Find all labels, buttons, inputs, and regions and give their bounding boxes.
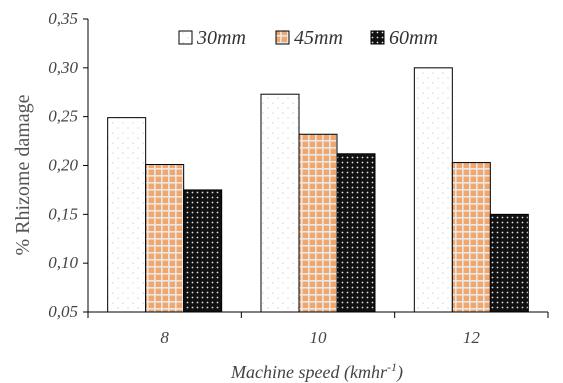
y-tick-label: 0,35	[48, 9, 78, 28]
legend-swatch-30mm	[178, 30, 193, 45]
legend-swatch-45mm	[275, 30, 290, 45]
legend-label-30mm: 30mm	[196, 27, 246, 49]
bar-60mm-8	[183, 189, 223, 313]
bar-60mm-10	[336, 153, 376, 313]
bar-45mm-10	[298, 133, 338, 313]
bar-45mm-12	[451, 162, 491, 313]
y-tick-label: 0,10	[48, 253, 78, 272]
x-tick-label: 10	[310, 328, 328, 347]
y-tick-label: 0,30	[48, 58, 78, 77]
y-tick-label: 0,25	[48, 107, 78, 126]
x-tick-label: 8	[160, 328, 169, 347]
bar-30mm-8	[107, 117, 147, 313]
bar-30mm-10	[260, 93, 300, 313]
legend-label-45mm: 45mm	[294, 27, 343, 49]
y-tick-label: 0,05	[48, 302, 78, 321]
y-axis: 0,05 0,10 0,15 0,20 0,25 0,30 0,35	[48, 9, 89, 321]
y-tick-label: 0,15	[48, 204, 78, 223]
bars-group	[107, 67, 529, 313]
x-tick-label: 12	[463, 328, 481, 347]
y-axis-label: % Rhizome damage	[12, 94, 34, 255]
bar-30mm-12	[413, 67, 453, 313]
bar-60mm-12	[489, 213, 529, 313]
legend: 30mm 45mm 60mm	[178, 27, 438, 49]
x-axis-label: Machine speed (kmhr-1)	[230, 360, 403, 383]
y-tick-label: 0,20	[48, 156, 78, 175]
x-axis-label-main: Machine speed (kmhr	[230, 362, 388, 383]
bar-45mm-8	[145, 164, 185, 313]
legend-label-60mm: 60mm	[389, 27, 438, 49]
x-axis-label-superscript: -1	[387, 360, 397, 374]
legend-swatch-60mm	[370, 30, 385, 45]
x-axis: 8 10 12	[87, 311, 549, 347]
x-axis-label-end: )	[396, 362, 403, 383]
